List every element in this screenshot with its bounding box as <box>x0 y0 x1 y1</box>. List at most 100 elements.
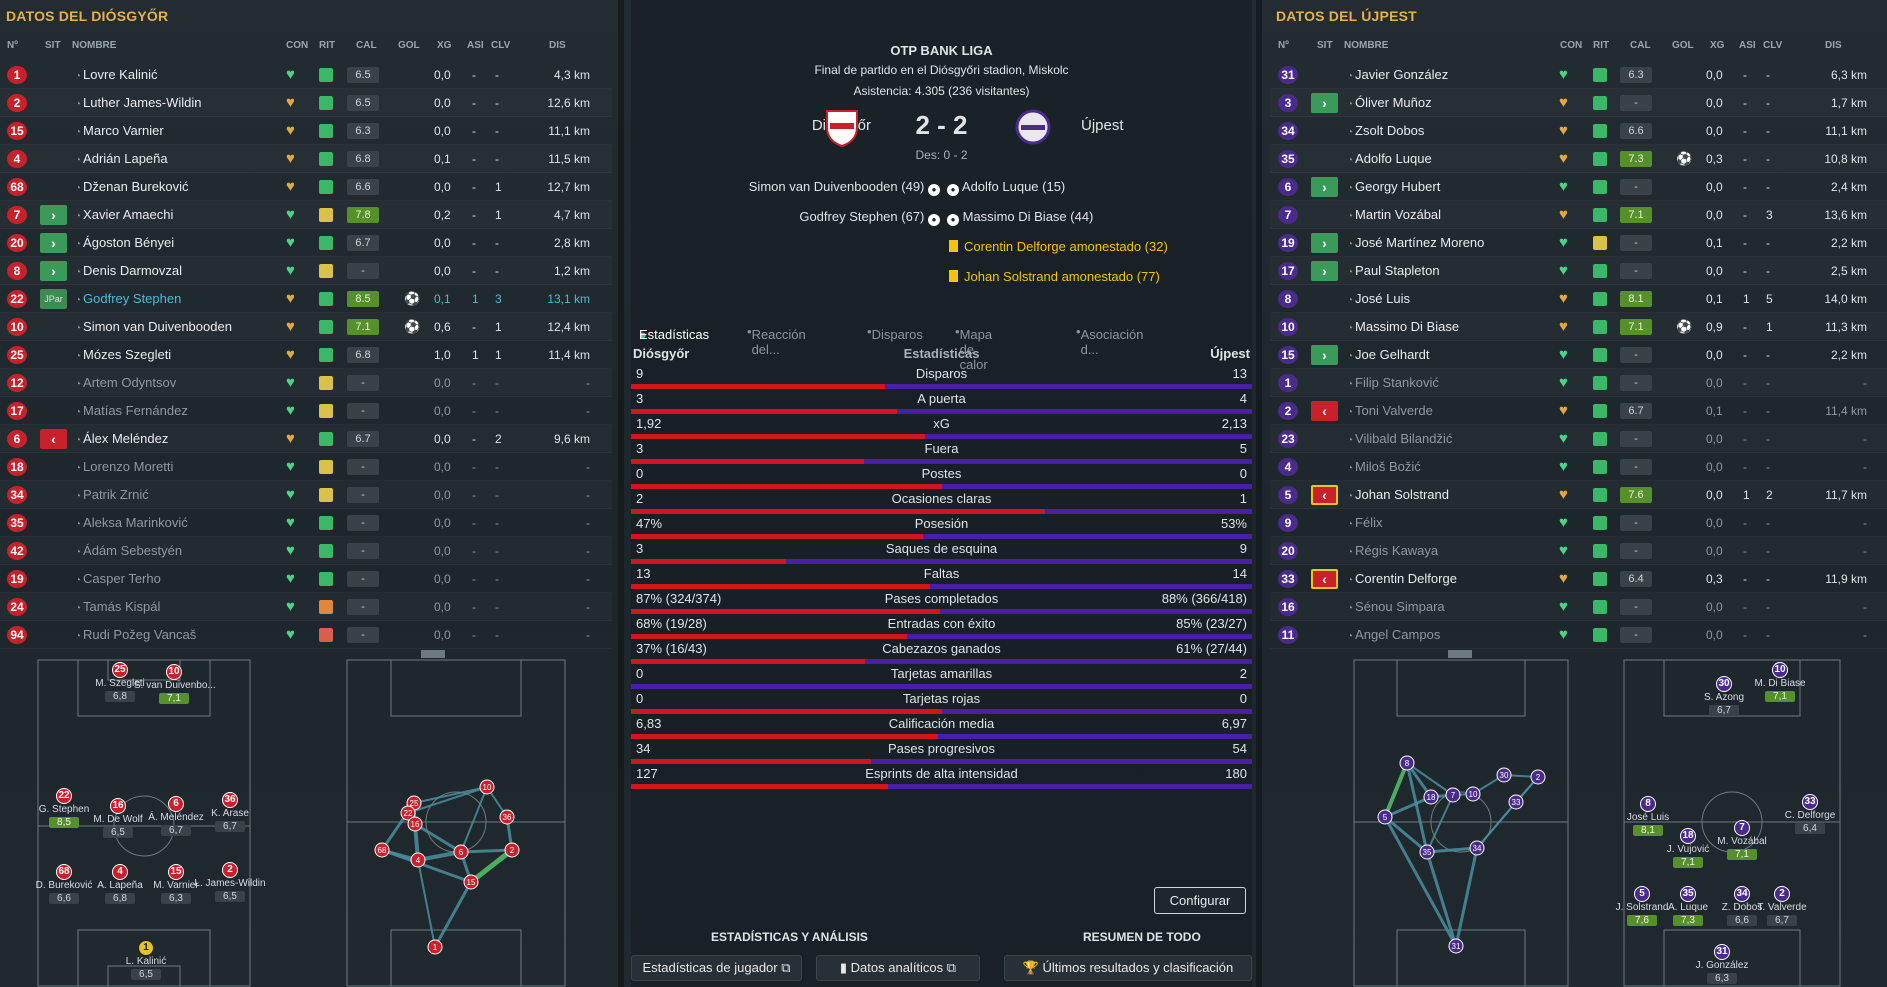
player-row[interactable]: 11 ◔ Angel Campos ♥ - 0,0 - - - <box>1270 621 1887 649</box>
col-cal[interactable]: CAL <box>356 40 377 51</box>
player-name[interactable]: ◔ Marco Varnier <box>75 123 164 138</box>
pass-node[interactable]: 15 <box>463 874 479 890</box>
pass-node[interactable]: 8 <box>1399 755 1415 771</box>
player-name[interactable]: ◔ Matías Fernández <box>75 403 188 418</box>
player-row[interactable]: 9 ◔ Félix ♥ - 0,0 - - - <box>1270 509 1887 537</box>
pass-node[interactable]: 35 <box>1419 844 1435 860</box>
player-marker[interactable]: 68 <box>56 864 72 880</box>
player-name[interactable]: ◔ Rudi Požeg Vancaš <box>75 627 196 642</box>
player-name[interactable]: ◔ Adolfo Luque <box>1347 151 1432 166</box>
player-row[interactable]: 6 › ◔ Georgy Hubert ♥ - 0,0 - - 2,4 km <box>1270 173 1887 201</box>
player-name[interactable]: ◔ Ádám Sebestyén <box>75 543 182 558</box>
player-name[interactable]: ◔ Ágoston Bényei <box>75 235 174 250</box>
pass-node[interactable]: 2 <box>1530 769 1546 785</box>
player-row[interactable]: 3 › ◔ Óliver Muñoz ♥ - 0,0 - - 1,7 km <box>1270 89 1887 117</box>
player-name[interactable]: ◔ Simon van Duivenbooden <box>75 319 232 334</box>
col-sit[interactable]: SIT <box>45 40 61 51</box>
player-row[interactable]: 33 ‹ ◔ Corentin Delforge ♥ 6.4 0,3 - - 11,9 km <box>1270 565 1887 593</box>
player-row[interactable]: 6 ‹ ◔ Álex Meléndez ♥ 6.7 0,0 - 2 9,6 km <box>0 425 612 453</box>
player-marker[interactable]: 2 <box>222 862 238 878</box>
player-name[interactable]: ◔ Massimo Di Biase <box>1347 319 1459 334</box>
player-row[interactable]: 35 ◔ Aleksa Marinković ♥ - 0,0 - - - <box>0 509 612 537</box>
player-row[interactable]: 19 ◔ Casper Terho ♥ - 0,0 - - - <box>0 565 612 593</box>
pass-node[interactable]: 4 <box>410 852 426 868</box>
player-name[interactable]: ◔ Casper Terho <box>75 571 161 586</box>
player-row[interactable]: 17 ◔ Matías Fernández ♥ - 0,0 - - - <box>0 397 612 425</box>
pass-node[interactable]: 10 <box>479 779 495 795</box>
player-stats-button[interactable]: Estadísticas de jugador ⧉ <box>631 955 802 981</box>
col-gol[interactable]: GOL <box>398 40 420 51</box>
player-name[interactable]: ◔ Tamás Kispál <box>75 599 160 614</box>
pass-node[interactable]: 10 <box>1465 786 1481 802</box>
player-marker[interactable]: 18 <box>1680 828 1696 844</box>
col-gol[interactable]: GOL <box>1672 40 1694 51</box>
player-marker[interactable]: 5 <box>1634 886 1650 902</box>
player-row[interactable]: 68 ◔ Dženan Bureković ♥ 6.6 0,0 - 1 12,7 km <box>0 173 612 201</box>
pass-node[interactable]: 7 <box>1445 787 1461 803</box>
player-marker[interactable]: 15 <box>168 864 184 880</box>
player-marker[interactable]: 7 <box>1734 820 1750 836</box>
player-name[interactable]: ◔ Félix <box>1347 515 1383 530</box>
player-name[interactable]: ◔ José Luis <box>1347 291 1410 306</box>
player-row[interactable]: 2 ◔ Luther James-Wildin ♥ 6.5 0,0 - - 12,6 km <box>0 89 612 117</box>
player-row[interactable]: 8 ◔ José Luis ♥ 8.1 0,1 1 5 14,0 km <box>1270 285 1887 313</box>
player-name[interactable]: ◔ Martin Vozábal <box>1347 207 1441 222</box>
player-row[interactable]: 7 › ◔ Xavier Amaechi ♥ 7.8 0,2 - 1 4,7 km <box>0 201 612 229</box>
col-no[interactable]: Nº <box>7 40 18 51</box>
player-row[interactable]: 18 ◔ Lorenzo Moretti ♥ - 0,0 - - - <box>0 453 612 481</box>
pass-node[interactable]: 36 <box>499 809 515 825</box>
player-row[interactable]: 22 JPar ◔ Godfrey Stephen ♥ 8.5 ⚽ 0,1 1 3 13,1 km <box>0 285 612 313</box>
player-name[interactable]: ◔ Angel Campos <box>1347 627 1440 642</box>
player-marker[interactable]: 10 <box>166 664 182 680</box>
col-no[interactable]: Nº <box>1278 40 1289 51</box>
analytics-button[interactable]: ▮ Datos analíticos ⧉ <box>816 955 980 981</box>
player-marker[interactable]: 8 <box>1640 796 1656 812</box>
col-con[interactable]: CON <box>286 40 309 51</box>
player-name[interactable]: ◔ Godfrey Stephen <box>75 291 181 306</box>
player-row[interactable]: 4 ◔ Adrián Lapeña ♥ 6.8 0,1 - - 11,5 km <box>0 145 612 173</box>
player-row[interactable]: 7 ◔ Martin Vozábal ♥ 7.1 0,0 - 3 13,6 km <box>1270 201 1887 229</box>
player-row[interactable]: 12 ◔ Artem Odyntsov ♥ - 0,0 - - - <box>0 369 612 397</box>
pass-node[interactable]: 2 <box>504 842 520 858</box>
player-name[interactable]: ◔ Zsolt Dobos <box>1347 123 1424 138</box>
player-marker[interactable]: 25 <box>112 662 128 678</box>
tab-reaccion[interactable]: • Reacción del... <box>747 324 806 357</box>
player-name[interactable]: ◔ Toni Valverde <box>1347 403 1433 418</box>
player-row[interactable]: 15 ◔ Marco Varnier ♥ 6.3 0,0 - - 11,1 km <box>0 117 612 145</box>
player-name[interactable]: ◔ Artem Odyntsov <box>75 375 176 390</box>
player-row[interactable]: 20 ◔ Régis Kawaya ♥ - 0,0 - - - <box>1270 537 1887 565</box>
player-name[interactable]: ◔ Régis Kawaya <box>1347 543 1438 558</box>
col-asi[interactable]: ASI <box>467 40 484 51</box>
pass-node[interactable]: 31 <box>1448 938 1464 954</box>
player-marker[interactable]: 34 <box>1734 886 1750 902</box>
player-name[interactable]: ◔ Johan Solstrand <box>1347 487 1449 502</box>
player-name[interactable]: ◔ José Martínez Moreno <box>1347 235 1484 250</box>
pass-node[interactable]: 18 <box>1423 789 1439 805</box>
col-dis[interactable]: DIS <box>1825 40 1842 51</box>
player-name[interactable]: ◔ Vilibald Bilandžić <box>1347 431 1452 446</box>
player-marker[interactable]: 22 <box>56 788 72 804</box>
player-row[interactable]: 19 › ◔ José Martínez Moreno ♥ - 0,1 - - 2,2 km <box>1270 229 1887 257</box>
player-name[interactable]: ◔ Luther James-Wildin <box>75 95 202 110</box>
col-con[interactable]: CON <box>1560 40 1583 51</box>
pass-node[interactable]: 22 <box>400 805 416 821</box>
player-row[interactable]: 1 ◔ Lovre Kalinić ♥ 6.5 0,0 - - 4,3 km <box>0 61 612 89</box>
player-marker[interactable]: 1 <box>138 940 154 956</box>
col-sit[interactable]: SIT <box>1317 40 1333 51</box>
player-name[interactable]: ◔ Georgy Hubert <box>1347 179 1440 194</box>
player-name[interactable]: ◔ Adrián Lapeña <box>75 151 168 166</box>
col-name[interactable]: NOMBRE <box>1344 40 1389 51</box>
player-name[interactable]: ◔ Aleksa Marinković <box>75 515 188 530</box>
player-name[interactable]: ◔ Corentin Delforge <box>1347 571 1457 586</box>
col-clv[interactable]: CLV <box>491 40 511 51</box>
player-name[interactable]: ◔ Sénou Simpara <box>1347 599 1445 614</box>
player-row[interactable]: 24 ◔ Tamás Kispál ♥ - 0,0 - - - <box>0 593 612 621</box>
player-row[interactable]: 5 ‹ ◔ Johan Solstrand ♥ 7.6 0,0 1 2 11,7 km <box>1270 481 1887 509</box>
player-name[interactable]: ◔ Lovre Kalinić <box>75 67 157 82</box>
player-name[interactable]: ◔ Lorenzo Moretti <box>75 459 173 474</box>
player-row[interactable]: 17 › ◔ Paul Stapleton ♥ - 0,0 - - 2,5 km <box>1270 257 1887 285</box>
player-name[interactable]: ◔ Miloš Božić <box>1347 459 1421 474</box>
player-marker[interactable]: 30 <box>1716 676 1732 692</box>
pass-node[interactable]: 30 <box>1496 767 1512 783</box>
player-marker[interactable]: 2 <box>1774 886 1790 902</box>
